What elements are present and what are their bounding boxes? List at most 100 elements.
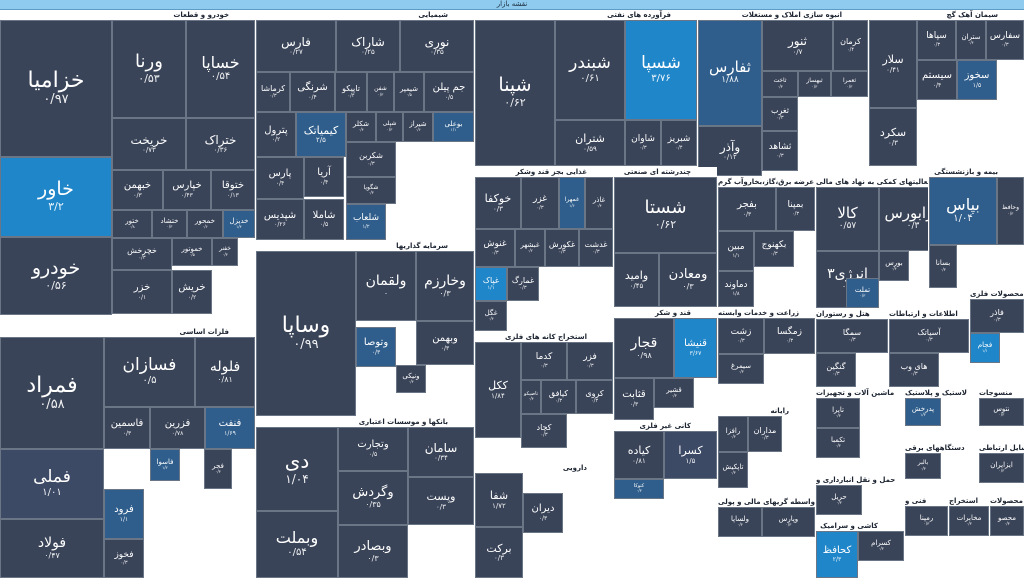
stock-tile[interactable]: فنفت ۱/۶۹ xyxy=(205,407,255,449)
stock-tile[interactable]: فارس ۰/۲۷ xyxy=(256,20,336,72)
stock-tile[interactable]: شسپا ۳/۷۶ xyxy=(625,20,697,120)
stock-tile[interactable]: کیمیاتک ۲/۵ xyxy=(296,112,346,157)
stock-tile[interactable]: غاذر ۰/۴ xyxy=(585,177,613,229)
stock-tile[interactable]: سیستم ۰/۴ xyxy=(917,60,957,100)
stock-tile[interactable]: سخوز ۱/۵ xyxy=(957,60,997,100)
stock-tile[interactable]: آریا ۰/۴ xyxy=(304,157,344,197)
stock-tile[interactable]: وپست ۰/۳ xyxy=(408,477,474,525)
stock-tile[interactable]: خچرخش ۰/۳ xyxy=(112,238,172,270)
stock-tile[interactable]: فاسمین ۰/۳ xyxy=(104,407,150,449)
stock-tile[interactable]: خاور ۳/۲ xyxy=(0,157,112,237)
stock-tile[interactable]: شپدیس ۰/۲۶ xyxy=(256,199,304,240)
stock-tile[interactable]: زمگسا ۰/۳ xyxy=(764,318,815,354)
stock-tile[interactable]: شکربن ۰/۳ xyxy=(346,142,396,177)
stock-tile[interactable]: مخابرات ۰/۳ xyxy=(949,506,989,536)
stock-tile[interactable]: خریخت ۰/۷۳ xyxy=(112,118,186,170)
stock-tile[interactable]: شستا ۰/۶۲ xyxy=(614,177,717,253)
stock-tile[interactable]: شاراک ۰/۲۵ xyxy=(336,20,400,72)
stock-tile[interactable]: تاپیکو ۰/۴ xyxy=(335,72,367,112)
stock-tile[interactable]: ستران ۰/۴ xyxy=(956,20,986,60)
stock-tile[interactable]: شپنا ۰/۶۲ xyxy=(475,20,555,166)
stock-tile[interactable]: ثشاهد ۰/۳ xyxy=(762,131,798,171)
stock-tile[interactable]: شپلی ۰/۳ xyxy=(376,112,403,142)
stock-tile[interactable]: بوعلی ۱/۱ xyxy=(433,112,474,142)
stock-tile[interactable]: وخارزم ۰/۳ xyxy=(416,251,474,321)
stock-tile[interactable]: فزر ۰/۳ xyxy=(567,342,613,380)
stock-tile[interactable]: غدشت ۰/۳ xyxy=(579,229,613,267)
stock-tile[interactable]: فرود ۱/۱ xyxy=(104,489,144,539)
stock-tile[interactable]: خوکفا ۰/۳ xyxy=(475,177,521,229)
stock-tile[interactable]: کتوکا ۰/۳ xyxy=(614,479,664,499)
stock-tile[interactable]: خمحور ۰/۶ xyxy=(187,210,223,238)
stock-tile[interactable]: پارس ۰/۴ xyxy=(256,157,304,199)
stock-tile[interactable]: شلعاب ۱/۲ xyxy=(346,204,386,240)
stock-tile[interactable]: قثابت ۰/۳ xyxy=(614,378,654,420)
stock-tile[interactable]: کرماشا ۰/۳ xyxy=(256,72,290,112)
stock-tile[interactable]: شبریز ۰/۴ xyxy=(661,120,697,166)
stock-tile[interactable]: ثبهساز ۰/۳ xyxy=(798,71,831,97)
stock-tile[interactable]: ولساپا ۰/۳ xyxy=(718,507,762,537)
stock-tile[interactable]: شیمپر ۰/۵ xyxy=(394,72,424,112)
stock-tile[interactable]: قجار ۰/۹۸ xyxy=(614,318,674,378)
stock-tile[interactable]: آسیاتک ۰/۳ xyxy=(889,319,969,353)
stock-tile[interactable]: پدرخش ۱/۳ xyxy=(905,398,941,426)
stock-tile[interactable]: فخوز ۰/۳ xyxy=(104,539,144,578)
stock-tile[interactable]: ایزایران ۰/۳ xyxy=(979,453,1024,483)
stock-tile[interactable]: خودرو ۰/۵۶ xyxy=(0,237,112,315)
stock-tile[interactable]: وبملت ۰/۵۴ xyxy=(256,511,338,578)
stock-tile[interactable]: زشت ۰/۳ xyxy=(718,318,764,354)
stock-tile[interactable]: ختراک ۰/۳۶ xyxy=(186,118,255,170)
stock-tile[interactable]: پترول ۰/۲ xyxy=(256,112,296,157)
stock-tile[interactable]: خدیزل ۱/۴ xyxy=(223,210,255,238)
stock-tile[interactable]: غگل ۰/۴ xyxy=(475,301,507,331)
stock-tile[interactable]: سمگا ۰/۳ xyxy=(816,319,888,353)
stock-tile[interactable]: وتوصا ۰/۳ xyxy=(356,327,396,367)
stock-tile[interactable]: شبندر ۰/۶۱ xyxy=(555,20,625,120)
stock-tile[interactable]: ولقمان ۰ xyxy=(356,251,416,321)
stock-tile[interactable]: بپاس ۱/۰۴ xyxy=(929,177,997,245)
stock-tile[interactable]: شگویا ۰/۳ xyxy=(346,177,396,204)
stock-tile[interactable]: فرابورس۰/۳ xyxy=(879,187,928,251)
stock-tile[interactable]: خپارس ۰/۴۳ xyxy=(163,170,211,210)
stock-tile[interactable]: فاسوا ۱/۲ xyxy=(150,449,180,481)
stock-tile[interactable]: تکمبا ۰/۳ xyxy=(816,428,860,458)
stock-tile[interactable]: فزرین ۰/۷۸ xyxy=(150,407,205,449)
stock-tile[interactable]: بورس ۰/۴ xyxy=(879,251,909,281)
stock-tile[interactable]: گنگین ۰/۳ xyxy=(816,353,856,387)
stock-tile[interactable]: نوری ۰/۳۵ xyxy=(400,20,474,72)
stock-tile[interactable]: شاوان ۰/۳ xyxy=(625,120,661,166)
stock-tile[interactable]: کرمان ۰/۴ xyxy=(833,20,868,71)
stock-tile[interactable]: فمراد ۰/۵۸ xyxy=(0,337,104,449)
stock-tile[interactable]: کسرام ۰/۳ xyxy=(858,531,904,561)
stock-tile[interactable]: جم پیلن ۰/۵ xyxy=(424,72,474,112)
stock-tile[interactable]: رمپنا ۰/۳ xyxy=(905,506,948,536)
stock-tile[interactable]: دیران ۰/۳ xyxy=(523,493,563,533)
stock-tile[interactable]: غبشهر ۰/۲ xyxy=(515,229,545,267)
stock-tile[interactable]: فملی ۱/۰۱ xyxy=(0,449,104,519)
stock-tile[interactable]: کروی ۰/۳ xyxy=(576,380,613,414)
stock-tile[interactable]: مداران ۰/۳ xyxy=(748,416,782,452)
stock-tile[interactable]: وبصادر ۰/۳ xyxy=(338,525,408,578)
stock-tile[interactable]: شتران ۰/۵۹ xyxy=(555,120,625,166)
stock-tile[interactable]: سامان ۰/۳۴ xyxy=(408,427,474,477)
stock-tile[interactable]: های وب ۰/۳ xyxy=(889,353,939,387)
stock-tile[interactable]: ختوقا ۰/۱۳ xyxy=(211,170,255,210)
stock-tile[interactable]: غنوش ۰/۳ xyxy=(475,229,515,267)
stock-tile[interactable]: ثغرب ۰/۳ xyxy=(762,97,798,131)
stock-tile[interactable]: غکورش ۰/۳ xyxy=(545,229,579,267)
stock-tile[interactable]: حریل ۰/۳ xyxy=(816,485,862,515)
stock-tile[interactable]: غمارگ ۰/۳ xyxy=(507,267,539,301)
stock-tile[interactable]: سپاها ۰/۳ xyxy=(917,20,956,60)
stock-tile[interactable]: خساپا ۰/۵۴ xyxy=(186,20,255,118)
stock-tile[interactable]: کچاد ۰/۳ xyxy=(521,414,567,448)
stock-tile[interactable]: دماوند ۱/۸ xyxy=(718,271,754,307)
stock-tile[interactable]: محصو ۰/۳ xyxy=(990,506,1024,536)
stock-tile[interactable]: ختور ۰/۸ xyxy=(112,210,152,238)
stock-tile[interactable]: تایرا ۰/۳ xyxy=(816,398,860,428)
stock-tile[interactable]: تاصیکو ۰/۴ xyxy=(521,380,541,414)
stock-tile[interactable]: فلوله ۰/۸۱ xyxy=(195,337,255,407)
stock-tile[interactable]: ورنا ۰/۵۳ xyxy=(112,20,186,118)
stock-tile[interactable]: ثاخت ۰/۳ xyxy=(762,71,798,97)
stock-tile[interactable]: کسرا ۱/۵ xyxy=(664,431,717,479)
stock-tile[interactable]: بسانا ۰/۳ xyxy=(929,245,957,288)
